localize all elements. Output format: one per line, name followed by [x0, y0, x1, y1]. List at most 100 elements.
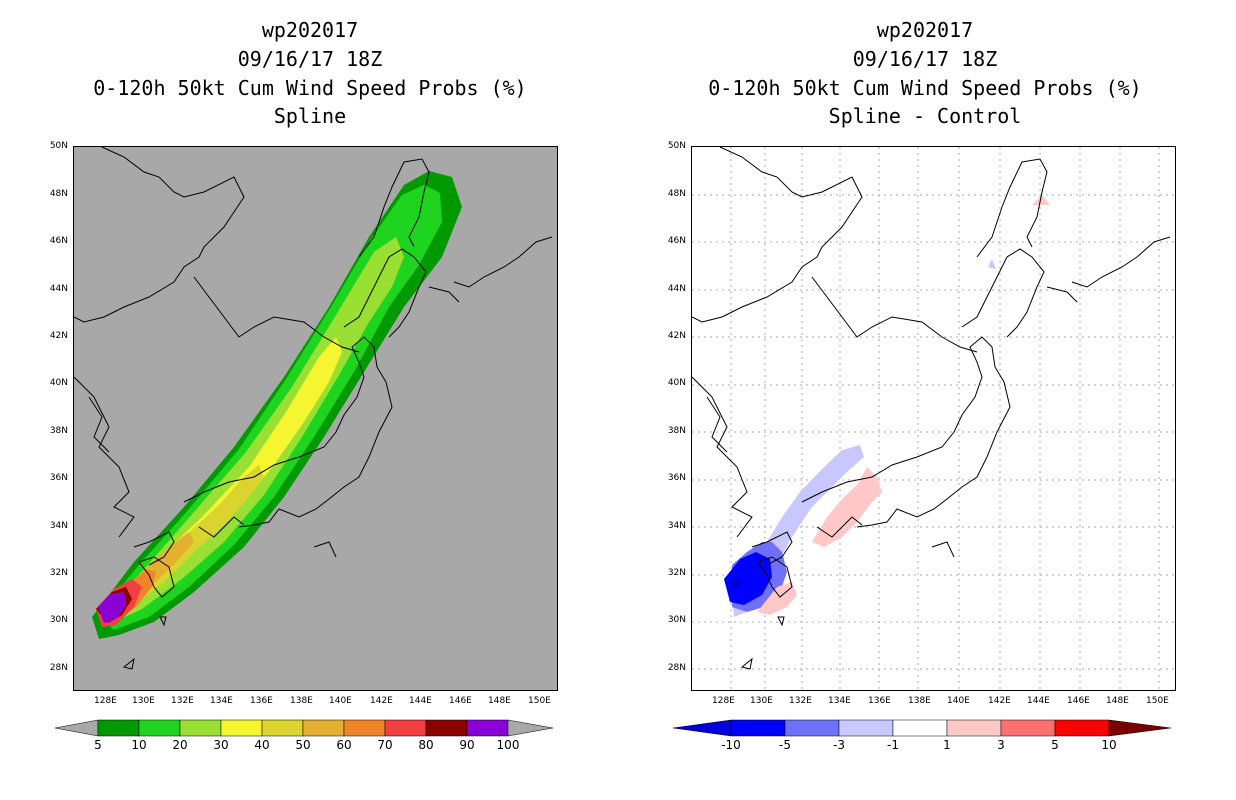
lon-label: 148E	[488, 696, 511, 706]
lat-label: 40N	[49, 378, 68, 388]
lat-label: 42N	[667, 331, 686, 341]
lon-label: 140E	[947, 696, 970, 706]
colorbar-bin	[784, 719, 840, 737]
colorbar-label: 1	[943, 738, 951, 752]
lon-label: 132E	[789, 696, 812, 706]
colorbar-bin	[302, 719, 345, 737]
lat-label: 38N	[667, 426, 686, 436]
colorbar-bin	[730, 719, 786, 737]
lon-label: 146E	[449, 696, 472, 706]
left-panel-title: wp202017 09/16/17 18Z 0-120h 50kt Cum Wi…	[60, 16, 560, 131]
lon-label: 150E	[528, 696, 551, 706]
prob-100-contour	[98, 592, 126, 623]
colorbar-label: 50	[295, 738, 311, 752]
colorbar-label: -3	[833, 738, 845, 752]
colorbar-label: 90	[459, 738, 475, 752]
right-storm-id: wp202017	[876, 18, 974, 42]
colorbar-label: 5	[94, 738, 102, 752]
lon-label: 134E	[210, 696, 233, 706]
colorbar-bin	[425, 719, 468, 737]
left-product: 0-120h 50kt Cum Wind Speed Probs (%)	[93, 76, 527, 100]
lon-label: 128E	[712, 696, 735, 706]
lon-label: 142E	[988, 696, 1011, 706]
colorbar-bin	[343, 719, 386, 737]
colorbar-bin	[892, 719, 948, 737]
left-datetime: 09/16/17 18Z	[237, 47, 383, 71]
right-datetime: 09/16/17 18Z	[852, 47, 998, 71]
lat-label: 32N	[49, 568, 68, 578]
colorbar-bin	[179, 719, 222, 737]
lat-label: 28N	[49, 663, 68, 673]
colorbar-label: 10	[1101, 738, 1117, 752]
lat-label: 36N	[49, 473, 68, 483]
neg-10-region	[730, 575, 742, 591]
lon-label: 140E	[329, 696, 352, 706]
lat-label: 50N	[667, 141, 686, 151]
lat-label: 46N	[49, 236, 68, 246]
lon-label: 130E	[750, 696, 773, 706]
lat-label: 44N	[667, 284, 686, 294]
colorbar-bin	[1000, 719, 1056, 737]
coastlines	[692, 147, 1171, 670]
colorbar-label: 10	[131, 738, 147, 752]
lon-label: 144E	[409, 696, 432, 706]
right-difference-map	[691, 146, 1176, 691]
colorbar-label: 80	[418, 738, 434, 752]
colorbar-label: 3	[997, 738, 1005, 752]
left-probability-map	[73, 146, 558, 691]
lat-lon-grid	[692, 147, 1175, 690]
right-product: 0-120h 50kt Cum Wind Speed Probs (%)	[708, 76, 1142, 100]
lon-label: 136E	[868, 696, 891, 706]
lat-label: 48N	[667, 189, 686, 199]
colorbar-label: 60	[336, 738, 352, 752]
left-colorbar	[55, 719, 554, 737]
lon-label: 146E	[1067, 696, 1090, 706]
lat-label: 34N	[49, 521, 68, 531]
colorbar-label: 100	[496, 738, 520, 752]
prob-20-contour	[104, 237, 404, 623]
lat-label: 30N	[667, 615, 686, 625]
colorbar-label: 40	[254, 738, 270, 752]
lat-label: 46N	[667, 236, 686, 246]
colorbar-label: 20	[172, 738, 188, 752]
left-map-canvas	[74, 147, 553, 670]
lon-label: 136E	[250, 696, 273, 706]
lon-label: 138E	[290, 696, 313, 706]
pos-1-region-south	[757, 582, 797, 615]
colorbar-over-arrow	[507, 719, 554, 737]
lon-label: 148E	[1106, 696, 1129, 706]
colorbar-bin	[220, 719, 263, 737]
lon-label: 150E	[1146, 696, 1169, 706]
lon-label: 144E	[1027, 696, 1050, 706]
neg-1-region-north	[988, 259, 996, 269]
pos-1-region	[812, 467, 882, 547]
lat-label: 32N	[667, 568, 686, 578]
right-panel-title: wp202017 09/16/17 18Z 0-120h 50kt Cum Wi…	[675, 16, 1175, 131]
colorbar-label: -10	[721, 738, 741, 752]
lon-label: 142E	[370, 696, 393, 706]
lat-label: 38N	[49, 426, 68, 436]
colorbar-bin	[261, 719, 304, 737]
coastlines	[74, 147, 553, 670]
colorbar-bin	[384, 719, 427, 737]
lat-label: 34N	[667, 521, 686, 531]
lat-label: 36N	[667, 473, 686, 483]
lat-label: 28N	[667, 663, 686, 673]
colorbar-bin	[1054, 719, 1110, 737]
lon-label: 130E	[132, 696, 155, 706]
lon-label: 134E	[828, 696, 851, 706]
lat-label: 48N	[49, 189, 68, 199]
colorbar-under-arrow	[673, 719, 732, 737]
left-method: Spline	[273, 104, 347, 128]
lat-label: 30N	[49, 615, 68, 625]
colorbar-label: -5	[779, 738, 791, 752]
difference-shading	[724, 195, 1050, 617]
right-colorbar	[673, 719, 1172, 737]
left-storm-id: wp202017	[261, 18, 359, 42]
colorbar-label: 70	[377, 738, 393, 752]
lat-label: 42N	[49, 331, 68, 341]
colorbar-label: -1	[887, 738, 899, 752]
right-method: Spline - Control	[828, 104, 1022, 128]
lon-label: 138E	[908, 696, 931, 706]
colorbar-bin	[466, 719, 509, 737]
